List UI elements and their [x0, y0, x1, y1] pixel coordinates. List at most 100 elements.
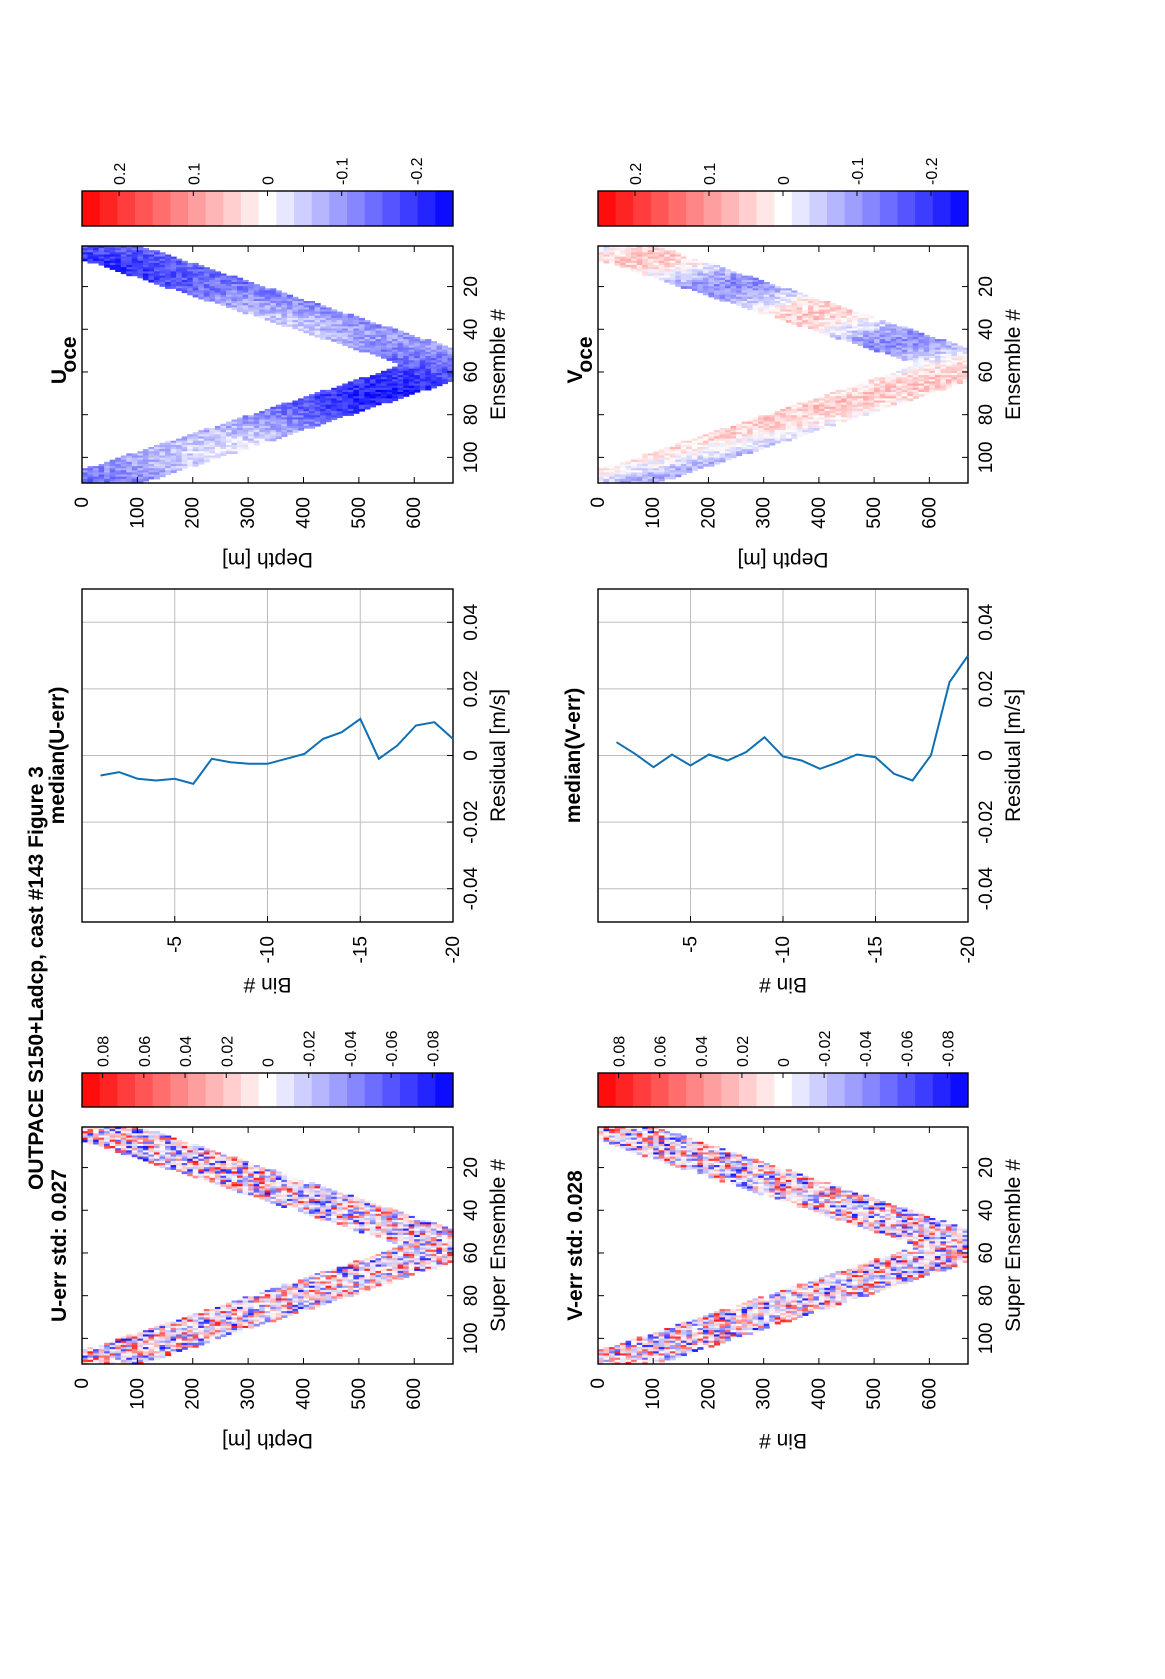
- heatmap-cell: [752, 1163, 759, 1166]
- heatmap-cell: [220, 288, 227, 291]
- heatmap-cell: [430, 1251, 437, 1255]
- heatmap-cell: [680, 1340, 687, 1344]
- heatmap-cell: [347, 313, 354, 317]
- heatmap-cell: [358, 1203, 365, 1206]
- heatmap-cell: [780, 1194, 787, 1198]
- heatmap-cell: [697, 1338, 704, 1342]
- heatmap-cell: [818, 1190, 825, 1194]
- heatmap-cell: [109, 1357, 116, 1361]
- heatmap-cell: [281, 311, 288, 315]
- heatmap-cell: [275, 320, 282, 323]
- heatmap-cell: [220, 1304, 227, 1308]
- heatmap-cell: [918, 1213, 925, 1217]
- y-tick-label: 0: [72, 1378, 93, 1389]
- heatmap-cell: [658, 1355, 665, 1359]
- heatmap-cell: [286, 1182, 293, 1185]
- heatmap-cell: [248, 294, 255, 298]
- heatmap-cell: [148, 1355, 155, 1359]
- heatmap-cell: [303, 1207, 310, 1211]
- heatmap-cell: [126, 256, 133, 260]
- heatmap-cell: [763, 1311, 770, 1314]
- heatmap-cell: [325, 1218, 332, 1221]
- heatmap-cell: [430, 366, 437, 370]
- heatmap-cell: [292, 1302, 299, 1306]
- heatmap-cell: [934, 1232, 941, 1236]
- heatmap-cell: [896, 1266, 903, 1270]
- heatmap-cell: [813, 1203, 820, 1206]
- heatmap-cell: [142, 254, 149, 258]
- heatmap-cell: [181, 1319, 188, 1323]
- heatmap-cell: [419, 1264, 426, 1268]
- heatmap-cell: [714, 1167, 721, 1170]
- heatmap-cell: [430, 1258, 437, 1261]
- heatmap-cell: [846, 1268, 853, 1272]
- heatmap-cell: [669, 1135, 676, 1139]
- heatmap-cell: [82, 1133, 89, 1136]
- heatmap-cell: [669, 1353, 676, 1357]
- heatmap-cell: [231, 290, 238, 294]
- heatmap-cell: [730, 1313, 737, 1316]
- heatmap-cell: [381, 1264, 388, 1268]
- heatmap-cell: [154, 1139, 161, 1143]
- heatmap-cell: [115, 1148, 122, 1151]
- heatmap-cell: [358, 1281, 365, 1285]
- heatmap-cell: [397, 1220, 404, 1223]
- heatmap-cell: [923, 1264, 930, 1268]
- heatmap-cell: [126, 1127, 133, 1130]
- heatmap-cell: [697, 1141, 704, 1145]
- heatmap-cell: [436, 1226, 443, 1230]
- heatmap-cell: [214, 298, 221, 302]
- heatmap-cell: [98, 1353, 105, 1357]
- heatmap-cell: [625, 1135, 632, 1139]
- heatmap-cell: [945, 1251, 952, 1255]
- heatmap-cell: [879, 1268, 886, 1272]
- heatmap-cell: [381, 1215, 388, 1219]
- heatmap-cell: [769, 1173, 776, 1177]
- heatmap-cell: [852, 1205, 859, 1208]
- heatmap-cell: [796, 1179, 803, 1183]
- heatmap-cell: [259, 301, 266, 304]
- heatmap-cell: [242, 282, 249, 285]
- heatmap-cell: [159, 1156, 166, 1160]
- heatmap-cell: [214, 1163, 221, 1166]
- heatmap-cell: [868, 1201, 875, 1204]
- heatmap-cell: [675, 1342, 682, 1346]
- heatmap-cell: [957, 1243, 964, 1247]
- heatmap-cell: [397, 1254, 404, 1257]
- heatmap-cell: [170, 277, 177, 281]
- heatmap-cell: [253, 1177, 260, 1181]
- heatmap-cell: [912, 1222, 919, 1225]
- heatmap-cell: [369, 1285, 376, 1289]
- heatmap-cell: [115, 1146, 122, 1149]
- heatmap-cell: [364, 1205, 371, 1208]
- heatmap-cell: [231, 307, 238, 311]
- heatmap-cell: [425, 1220, 432, 1223]
- heatmap-cell: [165, 1349, 172, 1352]
- heatmap-cell: [214, 301, 221, 304]
- heatmap-cell: [270, 320, 277, 323]
- heatmap-cell: [120, 1349, 127, 1352]
- heatmap-cell: [198, 296, 205, 300]
- heatmap-cell: [264, 1171, 271, 1175]
- heatmap-cell: [353, 326, 360, 330]
- heatmap-cell: [381, 1207, 388, 1211]
- heatmap-cell: [758, 1296, 765, 1299]
- heatmap-cell: [165, 284, 172, 287]
- colorbar-swatch: [739, 1073, 758, 1107]
- heatmap-cell: [198, 1175, 205, 1179]
- heatmap-cell: [702, 1325, 709, 1329]
- heatmap-cell: [907, 1230, 914, 1234]
- heatmap-cell: [951, 1243, 958, 1247]
- heatmap-cell: [758, 1311, 765, 1314]
- heatmap-cell: [253, 1194, 260, 1198]
- heatmap-cell: [336, 1218, 343, 1221]
- heatmap-cell: [148, 1349, 155, 1352]
- heatmap-cell: [109, 267, 116, 270]
- heatmap-cell: [397, 1232, 404, 1236]
- heatmap-cell: [115, 267, 122, 270]
- heatmap-cell: [309, 1207, 316, 1211]
- heatmap-cell: [347, 339, 354, 342]
- heatmap-cell: [441, 1260, 448, 1263]
- heatmap-cell: [403, 1264, 410, 1268]
- heatmap-cell: [320, 1196, 327, 1200]
